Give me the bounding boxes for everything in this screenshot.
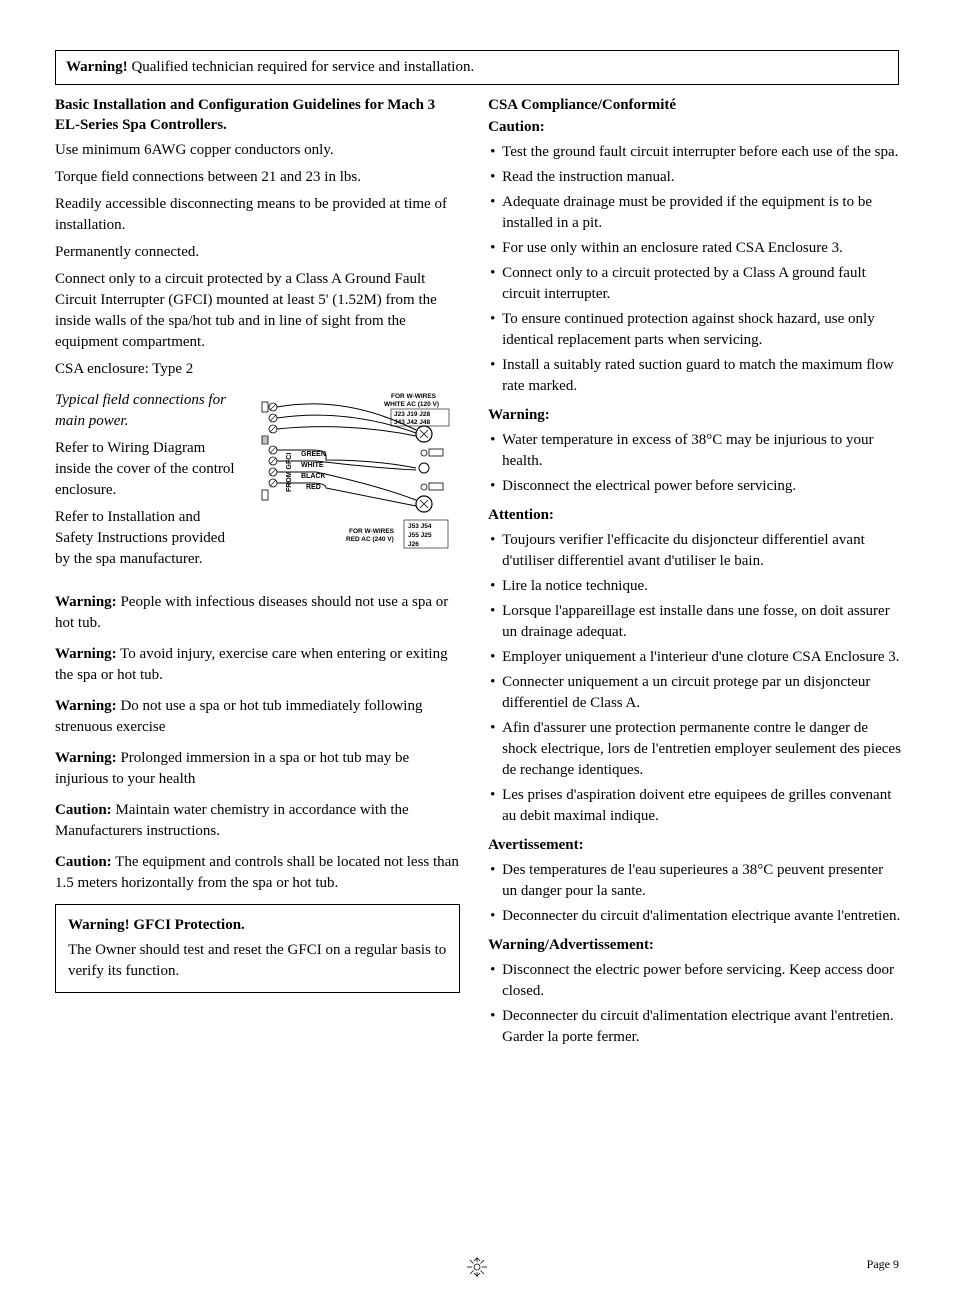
field-text-block: Typical field connections for main power… xyxy=(55,390,241,580)
diagram-top-label1: FOR W-WIRES xyxy=(391,393,437,400)
left-p2: Torque field connections between 21 and … xyxy=(55,167,460,188)
page-footer: Page 9 xyxy=(55,1256,899,1286)
right-column: CSA Compliance/Conformité Caution: Test … xyxy=(488,95,902,1056)
diagram-j-row2: J43 J42 J48 xyxy=(394,419,431,426)
left-p6: CSA enclosure: Type 2 xyxy=(55,359,460,380)
list-item: Lorsque l'appareillage est installe dans… xyxy=(488,601,902,643)
gfci-warning-box: Warning! GFCI Protection. The Owner shou… xyxy=(55,904,460,993)
diagram-bot-j2: J55 J25 xyxy=(408,532,432,539)
warning-1-label: Warning: xyxy=(55,594,117,610)
list-item: Toujours verifier l'efficacite du disjon… xyxy=(488,530,902,572)
avert-list: Des temperatures de l'eau superieures a … xyxy=(488,860,902,927)
page-number: Page 9 xyxy=(867,1256,899,1273)
caution-list: Test the ground fault circuit interrupte… xyxy=(488,142,902,397)
warning-1: Warning: People with infectious diseases… xyxy=(55,592,460,634)
warning-2: Warning: To avoid injury, exercise care … xyxy=(55,644,460,686)
diagram-j-row1: J23 J19 J28 xyxy=(394,411,431,418)
left-p3: Readily accessible disconnecting means t… xyxy=(55,194,460,236)
list-item: Employer uniquement a l'interieur d'une … xyxy=(488,647,902,668)
warning-4-label: Warning: xyxy=(55,750,117,766)
top-warning-box: Warning! Qualified technician required f… xyxy=(55,50,899,85)
list-item: Test the ground fault circuit interrupte… xyxy=(488,142,902,163)
wadv-header: Warning/Advertissement: xyxy=(488,935,902,956)
gfci-title: Warning! GFCI Protection. xyxy=(68,915,447,936)
warning-3-label: Warning: xyxy=(55,698,117,714)
footer-logo-icon xyxy=(466,1256,488,1286)
field-title: Typical field connections for main power… xyxy=(55,390,241,432)
caution-header: Caution: xyxy=(488,117,902,138)
list-item: Connecter uniquement a un circuit proteg… xyxy=(488,672,902,714)
top-warning-text: Qualified technician required for servic… xyxy=(128,59,475,75)
list-item: Water temperature in excess of 38°C may … xyxy=(488,430,902,472)
warning-3: Warning: Do not use a spa or hot tub imm… xyxy=(55,696,460,738)
list-item: Install a suitably rated suction guard t… xyxy=(488,355,902,397)
list-item: For use only within an enclosure rated C… xyxy=(488,238,902,259)
diagram-wire-white: WHITE xyxy=(301,462,324,469)
field-p1: Refer to Wiring Diagram inside the cover… xyxy=(55,438,241,501)
attention-header: Attention: xyxy=(488,505,902,526)
caution-1-label: Caution: xyxy=(55,802,112,818)
diagram-wire-red: RED xyxy=(306,484,321,491)
warning-list: Water temperature in excess of 38°C may … xyxy=(488,430,902,497)
diagram-top-label2: WHITE AC (120 V) xyxy=(384,401,439,408)
avert-header: Avertissement: xyxy=(488,835,902,856)
warning-4: Warning: Prolonged immersion in a spa or… xyxy=(55,748,460,790)
diagram-bot-label1: FOR W-WIRES xyxy=(349,528,395,535)
left-p1: Use minimum 6AWG copper conductors only. xyxy=(55,140,460,161)
top-warning-label: Warning! xyxy=(66,59,128,75)
caution-2: Caution: The equipment and controls shal… xyxy=(55,852,460,894)
diagram-bot-j3: J26 xyxy=(408,541,419,548)
wiring-diagram-svg: FOR W-WIRES WHITE AC (120 V) J23 J19 J28… xyxy=(256,390,456,560)
caution-2-label: Caution: xyxy=(55,854,112,870)
content-columns: Basic Installation and Configuration Gui… xyxy=(55,95,899,1056)
diagram-bot-j1: J53 J54 xyxy=(408,523,432,530)
diagram-wire-black: BLACK xyxy=(301,473,326,480)
diagram-from-gfci: FROM GFCI xyxy=(286,452,293,491)
list-item: Lire la notice technique. xyxy=(488,576,902,597)
left-p4: Permanently connected. xyxy=(55,242,460,263)
diagram-bot-label2: RED AC (240 V) xyxy=(346,536,394,543)
left-title: Basic Installation and Configuration Gui… xyxy=(55,95,460,136)
wiring-diagram: FOR W-WIRES WHITE AC (120 V) J23 J19 J28… xyxy=(251,390,460,580)
list-item: Read the instruction manual. xyxy=(488,167,902,188)
wadv-list: Disconnect the electric power before ser… xyxy=(488,960,902,1048)
left-column: Basic Installation and Configuration Gui… xyxy=(55,95,460,1056)
list-item: Afin d'assurer une protection permanente… xyxy=(488,718,902,781)
attention-list: Toujours verifier l'efficacite du disjon… xyxy=(488,530,902,827)
list-item: Les prises d'aspiration doivent etre equ… xyxy=(488,785,902,827)
warning-2-label: Warning: xyxy=(55,646,117,662)
list-item: Des temperatures de l'eau superieures a … xyxy=(488,860,902,902)
list-item: Disconnect the electrical power before s… xyxy=(488,476,902,497)
diagram-wire-green: GREEN xyxy=(301,451,326,458)
list-item: To ensure continued protection against s… xyxy=(488,309,902,351)
right-title: CSA Compliance/Conformité xyxy=(488,95,902,115)
field-connections-row: Typical field connections for main power… xyxy=(55,390,460,580)
field-p2: Refer to Installation and Safety Instruc… xyxy=(55,507,241,570)
left-p5: Connect only to a circuit protected by a… xyxy=(55,269,460,353)
caution-1: Caution: Maintain water chemistry in acc… xyxy=(55,800,460,842)
caution-2-text: The equipment and controls shall be loca… xyxy=(55,854,459,891)
gfci-text: The Owner should test and reset the GFCI… xyxy=(68,940,447,982)
list-item: Connect only to a circuit protected by a… xyxy=(488,263,902,305)
list-item: Deconnecter du circuit d'alimentation el… xyxy=(488,1006,902,1048)
warning-header: Warning: xyxy=(488,405,902,426)
list-item: Disconnect the electric power before ser… xyxy=(488,960,902,1002)
list-item: Deconnecter du circuit d'alimentation el… xyxy=(488,906,902,927)
list-item: Adequate drainage must be provided if th… xyxy=(488,192,902,234)
